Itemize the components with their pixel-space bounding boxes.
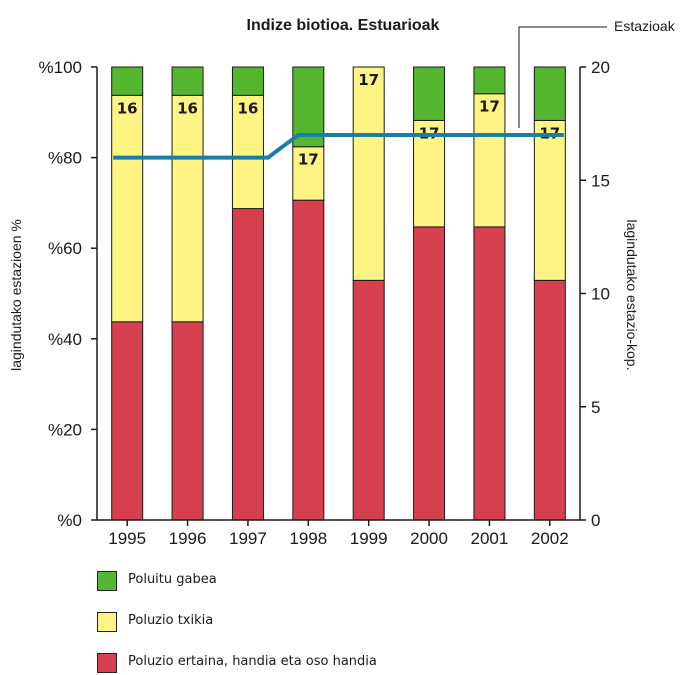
chart-title: Indize biotioa. Estuarioak [247,17,440,34]
x-tick-label-2000: 2000 [410,529,448,548]
stations-callout-label: Estazioak [614,18,676,34]
legend-label-unpolluted: Poluitu gabea [128,572,217,587]
bar-label-2001: 17 [479,98,500,116]
x-tick-label-1996: 1996 [169,529,207,548]
x-tick-label-1999: 1999 [350,529,388,548]
bar-label-1996: 16 [177,99,198,117]
legend-label-low-pollution: Poluzio txikia [128,613,214,628]
bar-unpolluted-1995 [111,66,144,96]
y2-axis-label: lagindutako estazio-kop. [624,220,640,371]
y-tick-label-3: %60 [48,239,82,258]
y-tick-label-0: %0 [57,511,82,530]
bar-high-pollution-2002 [533,279,566,521]
bar-high-pollution-1996 [171,321,204,521]
x-tick-label-1995: 1995 [108,529,146,548]
bar-high-pollution-1999 [352,279,385,521]
bar-unpolluted-1996 [171,66,204,96]
bar-unpolluted-2002 [533,66,566,121]
bar-low-pollution-2000 [413,119,446,228]
bar-label-1999: 17 [358,71,379,89]
x-tick-label-2001: 2001 [471,529,509,548]
bar-low-pollution-1998 [292,146,325,201]
y2-tick-label-3: 15 [591,171,610,190]
y2-tick-label-1: 5 [591,398,600,417]
legend-swatch-unpolluted [97,571,117,591]
x-tick-label-1998: 1998 [289,529,327,548]
bar-label-1998: 17 [298,151,319,169]
x-tick-label-1997: 1997 [229,529,267,548]
bar-low-pollution-1997 [231,94,264,210]
legend-swatch-high-pollution [97,653,117,673]
stations-line [113,132,564,160]
bar-low-pollution-1995 [111,94,144,323]
bar-low-pollution-1999 [352,66,385,281]
bar-high-pollution-1995 [111,321,144,521]
y-tick-label-1: %20 [48,420,82,439]
legend-swatch-low-pollution [97,612,117,632]
y2-tick-label-4: 20 [591,58,610,77]
bar-high-pollution-2001 [473,226,506,521]
bar-unpolluted-2001 [473,66,506,95]
y2-tick-label-2: 10 [591,285,610,304]
y-tick-label-2: %40 [48,330,82,349]
bar-label-1995: 16 [117,99,138,117]
y-tick-label-5: %100 [39,58,82,77]
y-tick-label-4: %80 [48,149,82,168]
x-tick-label-2002: 2002 [531,529,569,548]
legend-label-high-pollution: Poluzio ertaina, handia eta oso handia [128,654,377,669]
stations-callout: Estazioak [518,18,676,128]
bar-high-pollution-1998 [292,199,325,521]
bars-layer [111,66,566,521]
bar-high-pollution-1997 [231,208,264,521]
bar-low-pollution-1996 [171,94,204,323]
bar-unpolluted-1997 [231,66,264,96]
stations-line-layer [113,132,564,160]
y-axis-label: lagindutako estazioen % [8,219,24,371]
y2-tick-label-0: 0 [591,511,600,530]
bar-label-1997: 16 [238,99,259,117]
bar-unpolluted-2000 [413,66,446,121]
axes-layer: %0 %20 %40 %60 %80 %100 0 5 10 15 20 1995 1996 1997 19… [39,58,610,548]
bar-high-pollution-2000 [413,226,446,521]
bar-low-pollution-2002 [533,119,566,281]
